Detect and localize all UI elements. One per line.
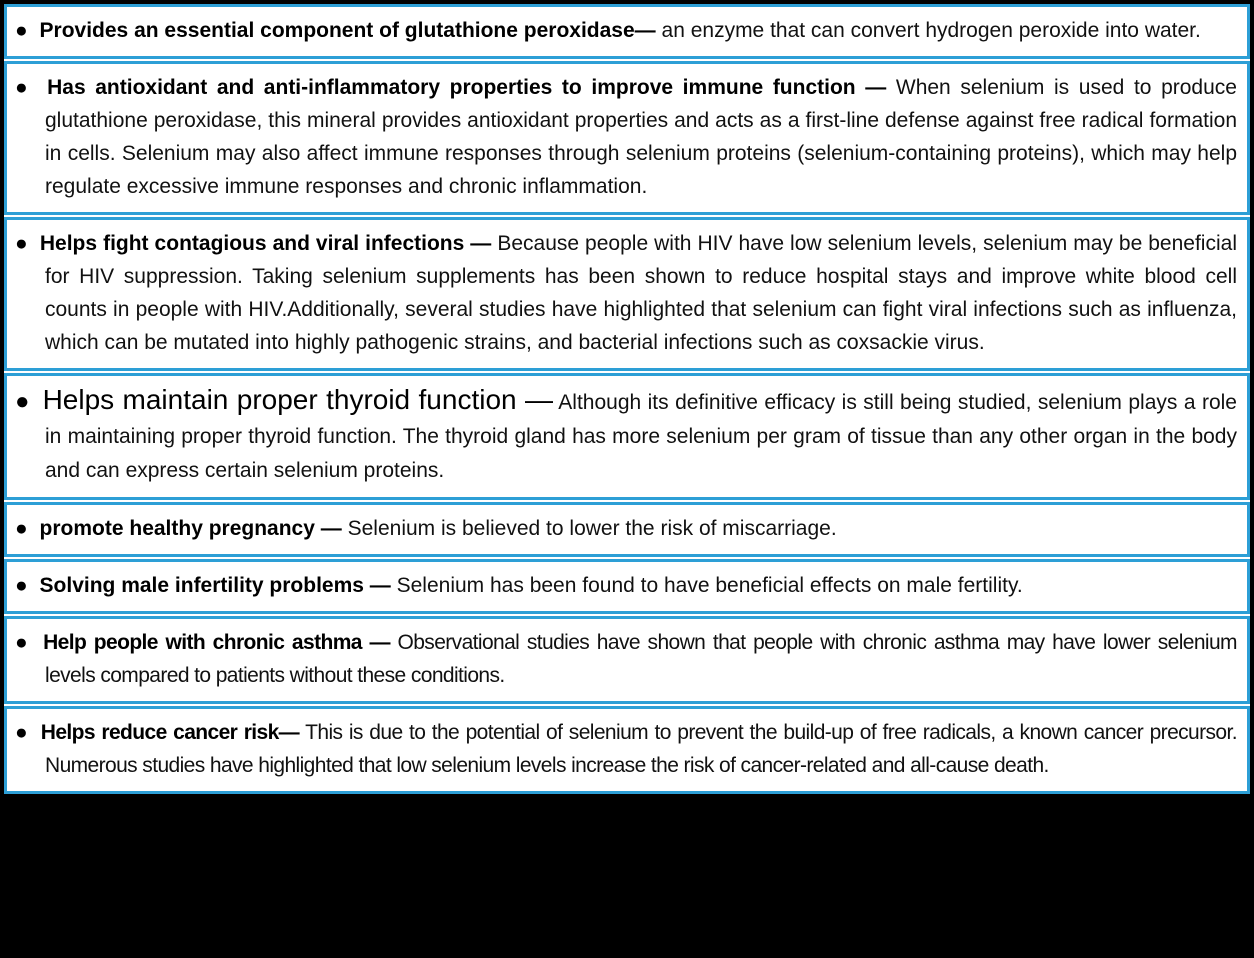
bullet-icon: ●	[15, 517, 28, 540]
benefit-box-infertility: ● Solving male infertility problems — Se…	[4, 559, 1250, 614]
benefit-body: This is due to the potential of selenium…	[45, 721, 1238, 777]
benefit-body: an enzyme that can convert hydrogen pero…	[661, 19, 1201, 42]
benefit-body: Although its definitive efficacy is stil…	[45, 391, 1237, 482]
benefit-paragraph: ● Helps reduce cancer risk— This is due …	[15, 716, 1238, 782]
benefit-paragraph: ● promote healthy pregnancy — Selenium i…	[15, 512, 1237, 545]
benefit-body: Selenium has been found to have benefici…	[396, 574, 1023, 597]
benefit-heading: Solving male infertility problems —	[39, 574, 391, 597]
bullet-icon: ●	[15, 574, 28, 597]
bullet-icon: ●	[15, 721, 29, 744]
benefit-box-asthma: ● Help people with chronic asthma — Obse…	[4, 616, 1250, 704]
benefit-body: Selenium is believed to lower the risk o…	[347, 517, 837, 540]
benefit-paragraph: ● Help people with chronic asthma — Obse…	[15, 626, 1238, 692]
bullet-icon: ●	[15, 19, 28, 42]
benefit-body: When selenium is used to produce glutath…	[45, 76, 1237, 198]
benefit-heading: Has antioxidant and anti-inflammatory pr…	[47, 76, 887, 99]
benefit-box-thyroid: ● Helps maintain proper thyroid function…	[4, 373, 1250, 500]
benefit-paragraph: ● Has antioxidant and anti-inflammatory …	[15, 71, 1237, 203]
benefit-paragraph: ● Helps maintain proper thyroid function…	[15, 383, 1237, 488]
benefit-box-antioxidant: ● Has antioxidant and anti-inflammatory …	[4, 61, 1250, 215]
benefit-paragraph: ● Provides an essential component of glu…	[15, 14, 1237, 47]
benefit-heading: Help people with chronic asthma —	[43, 631, 390, 654]
benefit-list: ● Provides an essential component of glu…	[4, 4, 1250, 794]
benefit-box-pregnancy: ● promote healthy pregnancy — Selenium i…	[4, 502, 1250, 557]
bullet-icon: ●	[15, 232, 28, 255]
benefit-body: Because people with HIV have low seleniu…	[45, 232, 1237, 354]
benefit-body: Observational studies have shown that pe…	[45, 631, 1238, 687]
benefit-heading: Provides an essential component of gluta…	[39, 19, 656, 42]
benefit-heading: Helps reduce cancer risk—	[40, 721, 300, 744]
benefit-heading: Helps fight contagious and viral infecti…	[39, 232, 492, 255]
bullet-icon: ●	[15, 631, 30, 654]
benefit-box-infections: ● Helps fight contagious and viral infec…	[4, 217, 1250, 371]
benefit-box-cancer: ● Helps reduce cancer risk— This is due …	[4, 706, 1250, 794]
benefit-heading: promote healthy pregnancy —	[39, 517, 342, 540]
benefit-paragraph: ● Helps fight contagious and viral infec…	[15, 227, 1237, 359]
benefit-box-glutathione: ● Provides an essential component of glu…	[4, 4, 1250, 59]
benefit-heading: Helps maintain proper thyroid function —	[42, 384, 553, 415]
benefit-paragraph: ● Solving male infertility problems — Se…	[15, 569, 1237, 602]
bullet-icon: ●	[15, 76, 32, 99]
bullet-icon: ●	[15, 388, 31, 415]
